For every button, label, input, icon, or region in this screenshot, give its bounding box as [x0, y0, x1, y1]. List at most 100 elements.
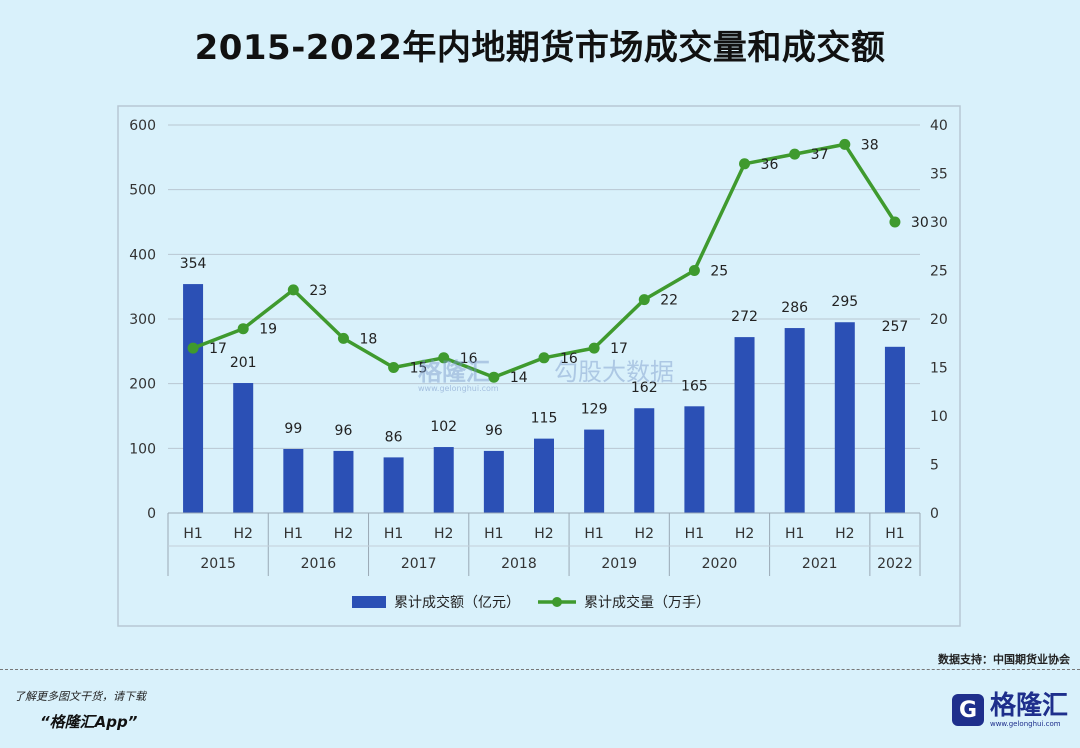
- x-category-label: H2: [233, 526, 252, 542]
- bar-data-label: 295: [831, 294, 858, 310]
- y-right-tick-label: 15: [930, 361, 948, 377]
- y-right-tick-label: 10: [930, 409, 948, 425]
- axes: 0 100 200 300 400 500 600 0 5 10 15 20 25 30 35 40 H1 H2 H…: [129, 118, 948, 576]
- line-point: [839, 138, 851, 150]
- y-left-tick-label: 200: [129, 377, 156, 393]
- line-data-label: 14: [510, 370, 528, 386]
- line-point: [889, 216, 901, 228]
- x-category-label: H2: [434, 526, 453, 542]
- bar: [584, 429, 605, 513]
- brand-logo-icon: G: [951, 694, 984, 726]
- line-data-label: 17: [610, 341, 628, 357]
- line-data-label: 16: [460, 351, 478, 367]
- line-point: [237, 323, 249, 335]
- y-left-tick-label: 600: [129, 118, 156, 134]
- y-right-tick-label: 5: [930, 458, 939, 474]
- line-point: [438, 352, 450, 364]
- x-year-label: 2021: [802, 556, 838, 572]
- bar-data-label: 96: [485, 423, 503, 439]
- page-title: 2015-2022年内地期货市场成交量和成交额: [194, 28, 886, 68]
- bar: [483, 450, 504, 513]
- x-category-label: H1: [384, 526, 403, 542]
- bar: [233, 383, 254, 513]
- legend-label-line: 累计成交量（万手）: [584, 594, 710, 611]
- bar-data-label: 257: [882, 319, 909, 335]
- watermark-subtitle: 勾股大数据: [554, 358, 674, 386]
- brand-url: www.gelonghui.com: [989, 720, 1061, 728]
- x-category-label: H1: [284, 526, 303, 542]
- line-point: [739, 158, 751, 170]
- bar: [784, 328, 805, 513]
- x-category-label: H2: [635, 526, 654, 542]
- promo-line-1: 了解更多图文干货，请下载: [14, 690, 146, 703]
- line-point: [588, 342, 600, 354]
- line-point: [538, 352, 550, 364]
- line-data-label: 37: [811, 147, 829, 163]
- bar-data-label: 272: [731, 309, 758, 325]
- bar-data-label: 115: [531, 411, 558, 427]
- line-point: [638, 294, 650, 306]
- watermark-logo-text: 格隆汇: [418, 358, 490, 386]
- line-point: [488, 371, 500, 383]
- chart-frame: [117, 105, 961, 627]
- x-year-label: 2022: [877, 556, 913, 572]
- line-point: [187, 342, 199, 354]
- line-point: [688, 265, 700, 276]
- line-data-label: 19: [259, 322, 277, 338]
- line-series: [187, 138, 901, 383]
- line-data-label: 15: [410, 361, 428, 377]
- x-year-label: 2019: [601, 556, 637, 572]
- bar: [183, 284, 204, 513]
- x-category-label: H2: [334, 526, 353, 542]
- x-category-label: H1: [885, 526, 904, 542]
- x-category-label: H1: [685, 526, 704, 542]
- y-right-tick-label: 20: [930, 312, 948, 328]
- y-left-tick-label: 400: [129, 247, 156, 263]
- bar: [884, 346, 905, 513]
- y-left-tick-label: 0: [147, 506, 156, 522]
- bar: [734, 337, 755, 513]
- y-right-tick-label: 30: [930, 215, 948, 231]
- bar-data-label: 201: [230, 355, 257, 371]
- bar-data-label: 102: [430, 419, 457, 435]
- x-category-label: H1: [484, 526, 503, 542]
- x-year-label: 2015: [200, 556, 236, 572]
- brand-block: G 格隆汇 www.gelonghui.com: [951, 690, 1068, 730]
- data-source: 数据支持：中国期货业协会: [938, 653, 1070, 666]
- promo-line-2: “格隆汇App”: [40, 713, 138, 731]
- line-point: [388, 362, 400, 373]
- line-data-label: 38: [861, 137, 879, 153]
- legend-label-bar: 累计成交额（亿元）: [394, 594, 520, 611]
- line-data-label: 17: [209, 341, 227, 357]
- bar: [383, 457, 404, 513]
- line-data-label: 23: [309, 283, 327, 299]
- line-data-label: 18: [359, 331, 377, 347]
- line-data-label: 16: [560, 351, 578, 367]
- x-year-label: 2020: [702, 556, 738, 572]
- x-category-label: H2: [835, 526, 854, 542]
- x-year-label: 2017: [401, 556, 437, 572]
- line-data-label: 30: [911, 215, 929, 231]
- line-point: [337, 332, 349, 344]
- bar-series: [183, 284, 905, 513]
- bar: [433, 447, 454, 513]
- bar: [534, 438, 554, 513]
- bar-data-label: 286: [781, 300, 808, 316]
- bar-data-label: 162: [631, 380, 658, 396]
- bar: [684, 406, 705, 513]
- y-right-tick-label: 40: [930, 118, 948, 134]
- bar-data-label: 86: [385, 429, 403, 445]
- brand-text: 格隆汇 www.gelonghui.com: [990, 692, 1068, 728]
- y-right-tick-label: 25: [930, 264, 948, 280]
- line-point: [287, 284, 299, 296]
- bar-data-label: 99: [284, 421, 302, 437]
- line-data-label: 22: [660, 293, 678, 309]
- x-category-label: H2: [534, 526, 553, 542]
- bar-data-label: 165: [681, 378, 708, 394]
- line-data-label: 36: [761, 157, 779, 173]
- y-left-tick-label: 300: [129, 312, 156, 328]
- watermark-url: www.gelonghui.com: [418, 384, 499, 393]
- line-point: [789, 148, 801, 160]
- bar-data-label: 129: [581, 402, 608, 418]
